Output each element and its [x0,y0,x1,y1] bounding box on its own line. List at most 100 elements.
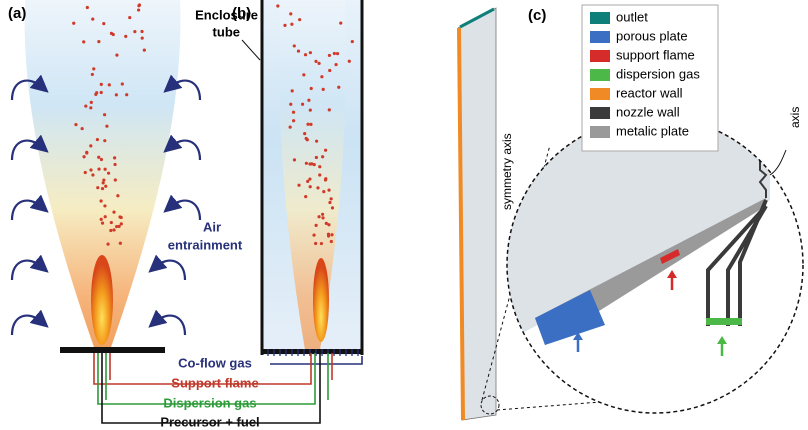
particle [104,185,107,188]
particle [351,40,354,43]
particle [320,242,323,245]
particle [104,168,107,171]
panel-label: (a) [8,5,26,22]
air-arrow [155,261,185,280]
particle [315,224,318,227]
particle [316,186,319,189]
particle [330,197,333,200]
particle [110,32,113,35]
particle [113,156,116,159]
particle [97,40,100,43]
particle [112,211,115,214]
particle [102,181,105,184]
legend-label: metalic plate [616,123,689,138]
burner-plate [262,349,362,354]
zoom-line [497,402,600,410]
particle [330,240,333,243]
particle [309,123,312,126]
particle [74,123,77,126]
particle [291,89,294,92]
particle [302,73,305,76]
particle [120,222,123,225]
particle [115,54,118,57]
flow-label: Dispersion gas [163,395,256,410]
particle [101,187,104,190]
particle [314,60,317,63]
particle [317,215,320,218]
particle [290,23,293,26]
flow-label: Co-flow gas [178,355,252,370]
particle [328,201,331,204]
inset [500,110,808,430]
particle [137,8,140,11]
particle [309,109,312,112]
particle [289,103,292,106]
particle [81,127,84,130]
particle [321,213,324,216]
particle [315,140,318,143]
particle [313,163,316,166]
particle [102,22,105,25]
air-arrow [170,141,200,160]
particle [103,204,106,207]
particle [324,149,327,152]
flow-label: Precursor + fuel [160,414,259,429]
particle [307,99,310,102]
particle [301,103,304,106]
particle [141,36,144,39]
flow-label: Support flame [171,375,258,390]
legend-swatch [590,31,610,43]
particle [328,54,331,57]
air-arrow [12,261,42,280]
air-arrow [12,141,42,160]
particle [306,180,309,183]
particle [125,93,128,96]
particle [72,22,75,25]
flame [91,255,113,345]
particle [90,101,93,104]
legend-label: nozzle wall [616,104,680,119]
particle [84,171,87,174]
particle [318,173,321,176]
particle [276,4,279,7]
particle [91,17,94,20]
particle [96,138,99,141]
air-arrow [12,316,42,335]
particle [86,6,89,9]
particle [100,83,103,86]
particle [331,206,334,209]
legend-label: support flame [616,47,695,62]
particle [317,62,320,65]
particle [103,139,106,142]
air-arrow [12,201,42,220]
legend-label: porous plate [616,28,688,43]
particle [97,156,100,159]
figure: (a) Air entrainment (b) Enclosure tube C… [0,0,808,430]
flame [313,258,329,342]
legend-label: dispersion gas [616,66,700,81]
particle [101,222,104,225]
legend-label: outlet [616,9,648,24]
particle [100,158,103,161]
particle [304,195,307,198]
particle [91,173,94,176]
particle [328,69,331,72]
legend-swatch [590,88,610,100]
air-label: entrainment [168,237,243,252]
particle [310,87,313,90]
particle [137,4,140,7]
particle [121,82,124,85]
particle [303,132,306,135]
particle [315,156,318,159]
particle [322,88,325,91]
pointer [242,40,260,60]
particle [89,168,92,171]
particle [333,52,336,55]
particle [327,189,330,192]
air-arrow [170,201,200,220]
particle [115,225,118,228]
particle [107,172,110,175]
particle [308,177,311,180]
particle [133,30,136,33]
particle [100,218,103,221]
